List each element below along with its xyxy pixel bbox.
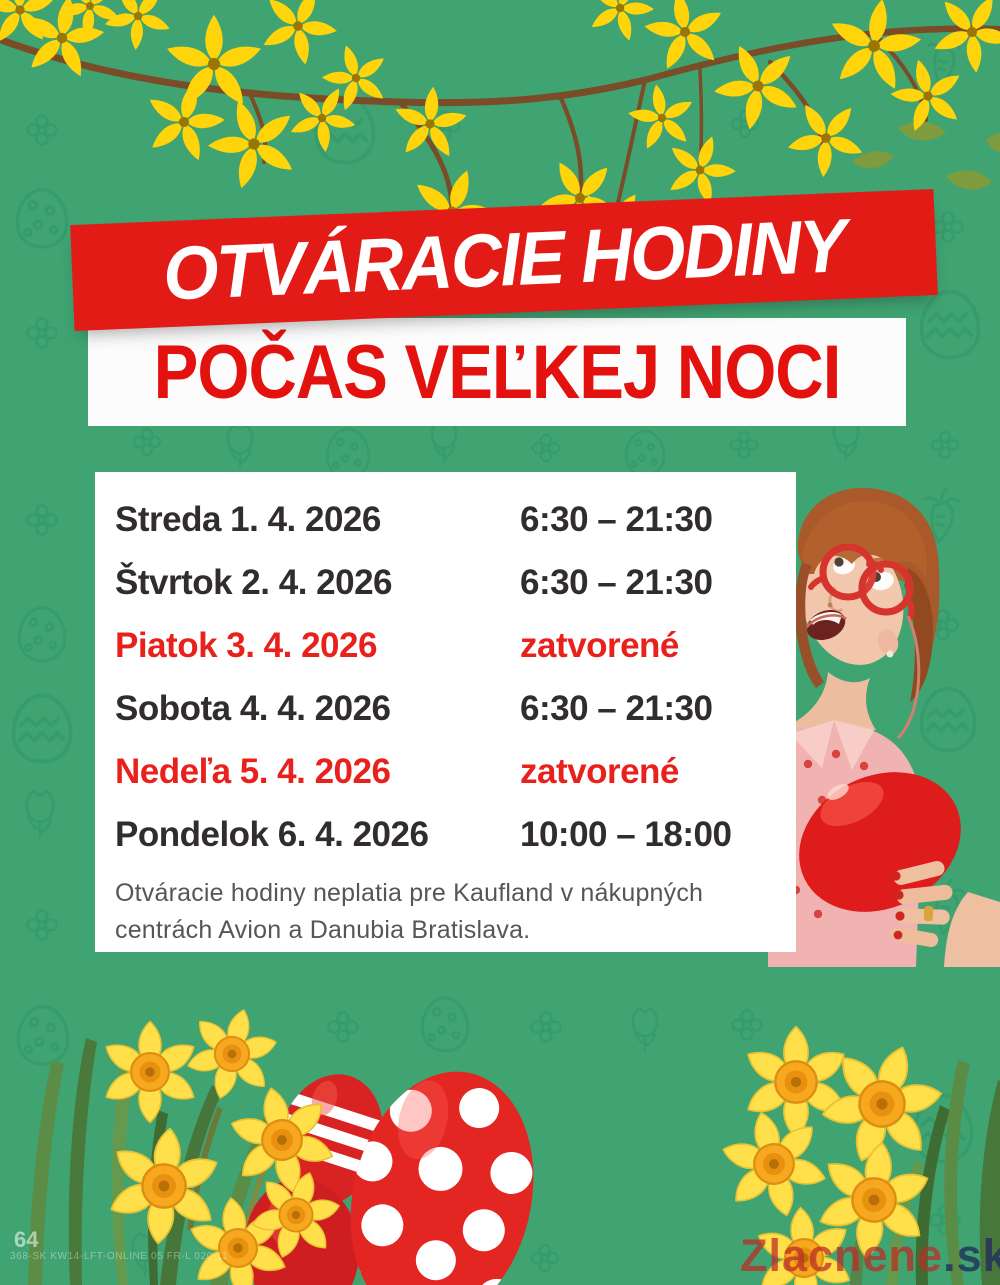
fringe [802, 500, 927, 578]
time-label: 6:30 – 21:30 [520, 499, 713, 539]
time-label: 6:30 – 21:30 [520, 562, 713, 602]
schedule-row: Streda 1. 4. 2026 6:30 – 21:30 [115, 488, 796, 551]
red-glasses [808, 543, 915, 621]
daffodils-decoration [710, 1025, 1000, 1285]
forsythia-branch [0, 0, 1000, 309]
schedule-note: Otváracie hodiny neplatia pre Kaufland v… [115, 879, 704, 944]
watermark: Zlacnene.sk [740, 1230, 1000, 1282]
page-title-line2: POČAS VEĽKEJ NOCI [153, 329, 842, 415]
earring [886, 650, 894, 658]
schedule-row-closed: Piatok 3. 4. 2026 zatvorené [115, 614, 796, 677]
time-label: zatvorené [520, 625, 679, 665]
daffodils-and-eggs-decoration [28, 997, 534, 1285]
gold-ring [923, 905, 934, 922]
ear [877, 629, 899, 655]
schedule-row: Sobota 4. 4. 2026 6:30 – 21:30 [115, 677, 796, 740]
time-label: 10:00 – 18:00 [520, 814, 732, 854]
schedule-row: Pondelok 6. 4. 2026 10:00 – 18:00 [115, 803, 796, 866]
day-label: Streda 1. 4. 2026 [115, 499, 381, 539]
print-code: 368-SK KW14-LFT-ONLINE 05 FR-L 020-11 [10, 1251, 229, 1262]
time-label: zatvorené [520, 751, 679, 791]
page-number: 64 [14, 1227, 39, 1252]
watermark-tld: .sk [943, 1230, 1000, 1281]
day-label: Piatok 3. 4. 2026 [115, 625, 377, 665]
daffodil-flowers [99, 997, 352, 1285]
glasses-cord [896, 615, 921, 740]
watermark-name: Zlacnene [740, 1230, 944, 1281]
hand [890, 861, 953, 948]
day-label: Nedeľa 5. 4. 2026 [115, 751, 391, 791]
woman-with-red-glasses [768, 487, 1000, 967]
forearm [944, 892, 1000, 967]
time-label: 6:30 – 21:30 [520, 688, 713, 728]
day-label: Štvrtok 2. 4. 2026 [115, 562, 393, 602]
white-title-banner: POČAS VEĽKEJ NOCI [88, 318, 906, 426]
schedule-row-closed: Nedeľa 5. 4. 2026 zatvorené [115, 740, 796, 803]
polka-dot-egg [326, 1071, 534, 1285]
opening-hours-card: Streda 1. 4. 2026 6:30 – 21:30 Štvrtok 2… [95, 472, 796, 952]
page-title-line1: OTVÁRACIE HODINY [161, 203, 847, 317]
day-label: Pondelok 6. 4. 2026 [115, 814, 429, 854]
day-label: Sobota 4. 4. 2026 [115, 688, 391, 728]
schedule-row: Štvrtok 2. 4. 2026 6:30 – 21:30 [115, 551, 796, 614]
open-mouth [805, 610, 847, 640]
forsythia-leaves [852, 121, 1000, 190]
